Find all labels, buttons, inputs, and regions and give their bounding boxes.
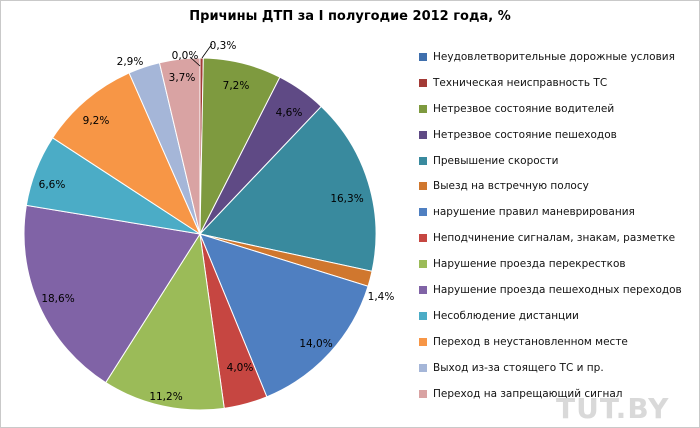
data-label: 9,2%: [83, 115, 110, 127]
data-label: 7,2%: [223, 80, 250, 92]
pie-slice: [104, 232, 225, 411]
data-label: 0,3%: [210, 40, 237, 52]
pie-slice: [158, 57, 201, 235]
data-label: 6,6%: [39, 179, 66, 191]
legend-swatch: [419, 363, 427, 372]
legend-swatch: [419, 130, 427, 139]
legend-item: Превышение скорости: [419, 148, 699, 174]
legend-label: Переход в неустановленном месте: [433, 335, 628, 348]
legend-label: Выезд на встречную полосу: [433, 180, 589, 193]
legend-item: нарушение правил маневрирования: [419, 199, 699, 225]
pie-slice: [199, 233, 369, 398]
legend-swatch: [419, 260, 427, 269]
legend-label: Техническая неисправность ТС: [433, 76, 608, 89]
legend-item: Несоблюдение дистанции: [419, 303, 699, 329]
legend-swatch: [419, 52, 427, 61]
legend-label: Нарушение проезда перекрестков: [433, 258, 626, 271]
data-label: 3,7%: [169, 72, 196, 84]
legend-label: Несоблюдение дистанции: [433, 309, 579, 322]
data-label: 4,0%: [227, 362, 254, 374]
legend-item: Выезд на встречную полосу: [419, 173, 699, 199]
legend-item: Нетрезвое состояние водителей: [419, 96, 699, 122]
legend-swatch: [419, 78, 427, 87]
legend-swatch: [419, 337, 427, 346]
data-label: 18,6%: [41, 293, 74, 305]
legend-label: Нетрезвое состояние пешеходов: [433, 128, 617, 141]
data-label: 14,0%: [299, 338, 332, 350]
legend-label: Нетрезвое состояние водителей: [433, 102, 615, 115]
pie-slice: [51, 72, 202, 236]
watermark-logo: TUT.BY: [556, 392, 670, 425]
data-label: 0,0%: [172, 50, 199, 62]
legend-item: Неудовлетворительные дорожные условия: [419, 44, 699, 70]
legend-swatch: [419, 389, 427, 398]
data-label: 11,2%: [149, 391, 182, 403]
legend-label: Переход на запрещающий сигнал: [433, 387, 623, 400]
legend-label: Неудовлетворительные дорожные условия: [433, 50, 675, 63]
legend-swatch: [419, 156, 427, 165]
legend-item: Нарушение проезда пешеходных переходов: [419, 277, 699, 303]
legend-swatch: [419, 104, 427, 113]
legend-label: нарушение правил маневрирования: [433, 206, 635, 219]
legend-swatch: [419, 208, 427, 217]
chart-title: Причины ДТП за I полугодие 2012 года, %: [189, 9, 511, 24]
legend-label: Неподчинение сигналам, знакам, разметке: [433, 232, 676, 245]
data-label: 4,6%: [276, 107, 303, 119]
legend-item: Переход на запрещающий сигнал: [419, 381, 699, 407]
data-label: 16,3%: [330, 193, 363, 205]
legend-item: Переход в неустановленном месте: [419, 329, 699, 355]
legend-swatch: [419, 234, 427, 243]
data-label: 1,4%: [368, 291, 395, 303]
pie-slice: [199, 105, 377, 272]
legend-label: Выход из-за стоящего ТС и пр.: [433, 361, 604, 374]
legend-item: Нетрезвое состояние пешеходов: [419, 122, 699, 148]
legend: Неудовлетворительные дорожные условия Тех…: [419, 44, 699, 406]
legend-swatch: [419, 182, 427, 191]
data-label: 2,9%: [117, 56, 144, 68]
label-leader-line: [189, 56, 201, 67]
legend-swatch: [419, 311, 427, 320]
legend-item: Выход из-за стоящего ТС и пр.: [419, 355, 699, 381]
label-leader-line: [201, 43, 213, 59]
legend-label: Превышение скорости: [433, 154, 559, 167]
legend-item: Неподчинение сигналам, знакам, разметке: [419, 225, 699, 251]
pie-slice: [23, 204, 201, 384]
legend-item: Нарушение проезда перекрестков: [419, 251, 699, 277]
legend-label: Нарушение проезда пешеходных переходов: [433, 283, 682, 296]
legend-swatch: [419, 285, 427, 294]
legend-item: Техническая неисправность ТС: [419, 70, 699, 96]
